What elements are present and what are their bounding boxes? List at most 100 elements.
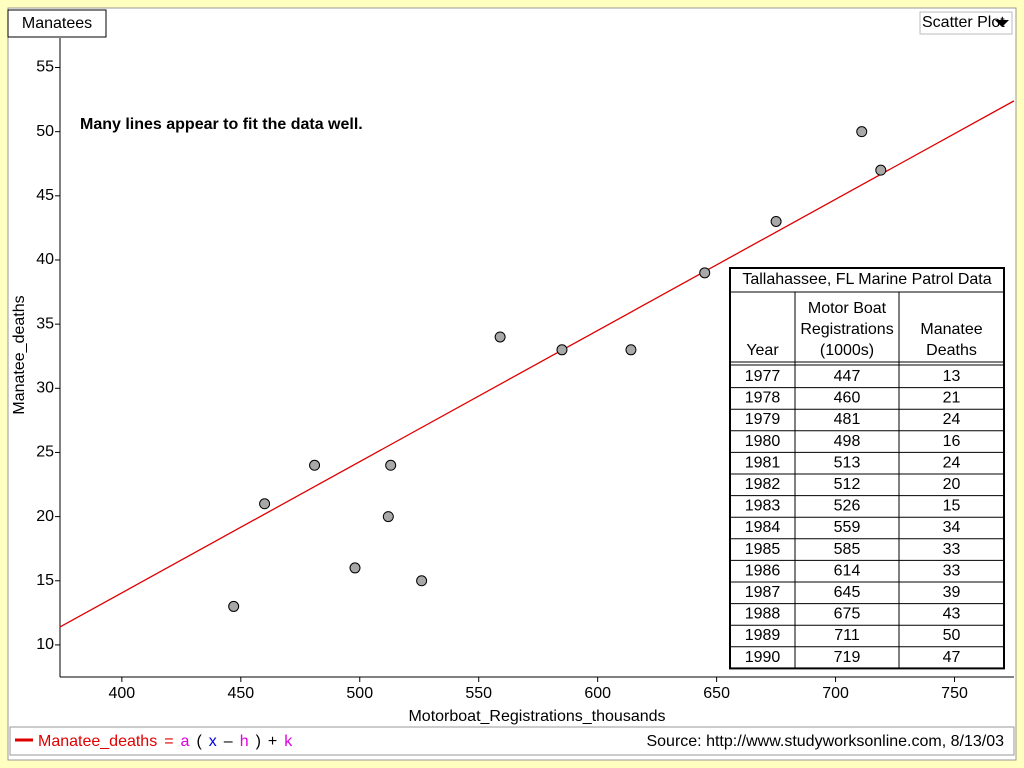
y-tick-label: 25	[36, 444, 54, 461]
formula-part: x	[209, 733, 217, 750]
x-tick-label: 750	[941, 685, 968, 702]
table-cell: 1988	[745, 606, 781, 623]
y-tick-label: 35	[36, 315, 54, 332]
y-tick-label: 15	[36, 572, 54, 589]
y-tick-label: 45	[36, 187, 54, 204]
x-tick-label: 650	[703, 685, 730, 702]
annotation: Many lines appear to fit the data well.	[80, 116, 363, 133]
table-cell: 719	[834, 649, 861, 666]
footer	[9, 726, 1015, 756]
x-tick-label: 600	[584, 685, 611, 702]
table-header: Deaths	[926, 342, 977, 359]
formula-part: –	[224, 733, 233, 750]
view-menu[interactable]	[919, 11, 1013, 35]
table-cell: 526	[834, 498, 861, 515]
view-menu-label: Scatter Plot	[922, 14, 1005, 31]
table-cell: 16	[943, 433, 961, 450]
table-cell: 1985	[745, 541, 781, 558]
y-tick-label: 30	[36, 380, 54, 397]
table-cell: 1989	[745, 627, 781, 644]
table-cell: 498	[834, 433, 861, 450]
point	[385, 459, 397, 471]
y-axis-label: Manatee_deaths	[11, 295, 28, 414]
table-cell: 585	[834, 541, 861, 558]
table-title: Tallahassee, FL Marine Patrol Data	[742, 271, 991, 288]
tab[interactable]	[7, 9, 107, 38]
table-cell: 1986	[745, 562, 781, 579]
table-cell: 1977	[745, 368, 781, 385]
table-cell: 1983	[745, 498, 781, 515]
table-cell: 50	[943, 627, 961, 644]
table-cell: 1981	[745, 454, 781, 471]
point	[856, 126, 868, 138]
point	[556, 344, 568, 356]
point	[875, 164, 887, 176]
table-cell: 1984	[745, 519, 781, 536]
point	[494, 331, 506, 343]
formula-part: (	[196, 733, 202, 750]
point	[699, 267, 711, 279]
table-cell: 33	[943, 541, 961, 558]
tab-title: Manatees	[22, 15, 92, 32]
y-tick-label: 10	[36, 636, 54, 653]
table-cell: 645	[834, 584, 861, 601]
table-cell: 24	[943, 411, 961, 428]
table-cell: 1979	[745, 411, 781, 428]
formula-part: k	[284, 733, 293, 750]
table-header: Registrations	[800, 321, 893, 338]
table-header: Motor Boat	[808, 300, 887, 317]
point	[382, 511, 394, 523]
table-cell: 13	[943, 368, 961, 385]
table-cell: 21	[943, 390, 961, 407]
formula-part: +	[268, 733, 277, 750]
table-cell: 39	[943, 584, 961, 601]
x-tick-label: 700	[822, 685, 849, 702]
table-cell: 675	[834, 606, 861, 623]
table-cell: 559	[834, 519, 861, 536]
formula-part: h	[240, 733, 249, 750]
point	[416, 575, 428, 587]
table-cell: 47	[943, 649, 961, 666]
point	[309, 459, 321, 471]
formula-part: Manatee_deaths	[38, 733, 157, 750]
y-tick-label: 50	[36, 123, 54, 140]
table-cell: 614	[834, 562, 861, 579]
table-cell: 15	[943, 498, 961, 515]
table-cell: 33	[943, 562, 961, 579]
table-cell: 24	[943, 454, 961, 471]
y-tick-label: 55	[36, 59, 54, 76]
dropdown-arrow	[995, 20, 1009, 27]
table-cell: 20	[943, 476, 961, 493]
table-cell: 1978	[745, 390, 781, 407]
x-axis-label: Motorboat_Registrations_thousands	[408, 708, 665, 725]
table-cell: 512	[834, 476, 861, 493]
table-cell: 1982	[745, 476, 781, 493]
table-cell: 34	[943, 519, 961, 536]
point	[349, 562, 361, 574]
table-cell: 481	[834, 411, 861, 428]
table-cell: 1990	[745, 649, 781, 666]
formula-part: =	[164, 733, 173, 750]
table	[729, 267, 1005, 670]
table-header: (1000s)	[820, 342, 874, 359]
x-tick-label: 450	[227, 685, 254, 702]
table-header: Year	[746, 342, 779, 359]
x-tick-label: 550	[465, 685, 492, 702]
formula-part: )	[256, 733, 261, 750]
x-tick-label: 500	[346, 685, 373, 702]
x-tick-label: 400	[109, 685, 136, 702]
table-cell: 460	[834, 390, 861, 407]
fit-line	[59, 100, 1015, 628]
table-cell: 1987	[745, 584, 781, 601]
table-cell: 1980	[745, 433, 781, 450]
y-tick-label: 40	[36, 251, 54, 268]
source: Source: http://www.studyworksonline.com,…	[646, 733, 1004, 750]
point	[770, 215, 782, 227]
point	[228, 600, 240, 612]
table-cell: 447	[834, 368, 861, 385]
formula-part: a	[181, 733, 190, 750]
point	[259, 498, 271, 510]
table-cell: 43	[943, 606, 961, 623]
table-header: Manatee	[920, 321, 982, 338]
